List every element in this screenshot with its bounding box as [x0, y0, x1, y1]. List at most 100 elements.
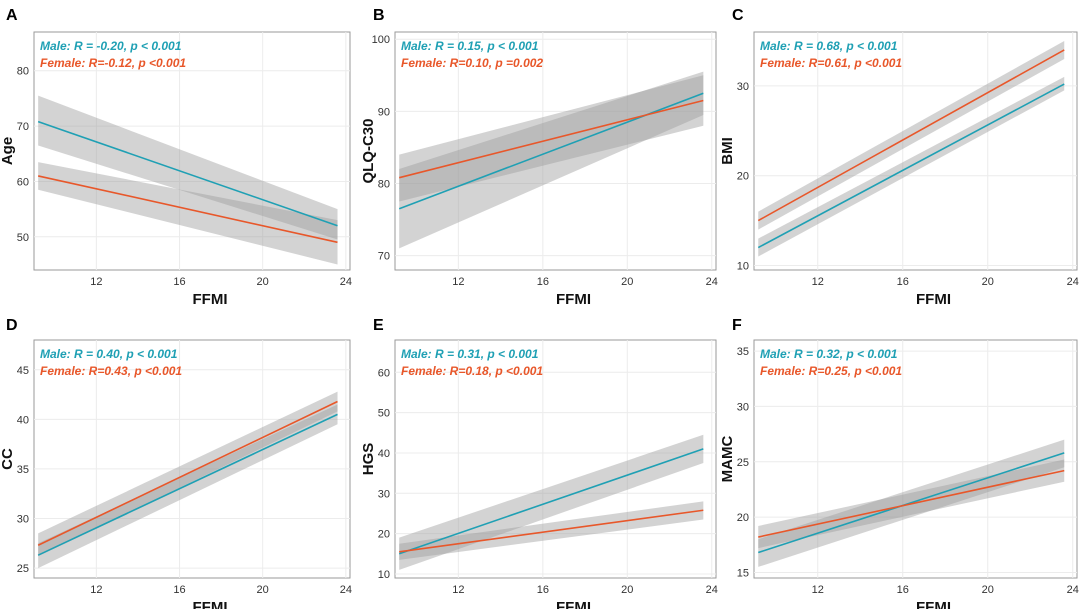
x-axis-title: FFMI: [193, 599, 228, 609]
y-tick-label: 35: [737, 346, 749, 358]
panel-e: 12 16 20 24 10 20 30 40 50 60 FFMI HGS E Male: R = 0.…: [360, 317, 718, 609]
male-stat-annotation: Male: R = 0.40, p < 0.001: [40, 347, 178, 361]
x-axis-title: FFMI: [916, 599, 951, 609]
male-stat-annotation: Male: R = -0.20, p < 0.001: [40, 39, 182, 53]
y-tick-label: 30: [737, 81, 749, 93]
male-stat-annotation: Male: R = 0.68, p < 0.001: [760, 39, 898, 53]
y-axis-title: MAMC: [719, 436, 736, 483]
female-stat-annotation: Female: R=0.43, p <0.001: [40, 364, 182, 378]
male-regression-line: [37, 413, 338, 556]
y-axis-title: BMI: [719, 137, 736, 165]
panel-a: 12 16 20 24 50 60 70 80 FFMI Age A Male: R = -0.20,…: [0, 7, 352, 308]
male-confidence-band: [399, 71, 704, 249]
female-confidence-band: [38, 162, 338, 265]
y-tick-label: 50: [378, 408, 390, 420]
female-regression-line: [399, 509, 704, 553]
y-tick-label: 90: [378, 106, 390, 118]
x-tick-label: 20: [257, 584, 269, 596]
x-tick-label: 12: [90, 276, 102, 288]
male-confidence-band: [38, 95, 338, 240]
y-tick-label: 60: [17, 176, 29, 188]
plot-area: [33, 31, 351, 271]
male-regression-line: [758, 452, 1065, 554]
x-axis-title: FFMI: [556, 291, 591, 308]
panel-b: 12 16 20 24 70 80 90 100 FFMI QLQ-C30 B Male: R = 0…: [360, 7, 718, 308]
panel-letter: D: [6, 317, 18, 334]
y-tick-label: 60: [378, 367, 390, 379]
panel-f: 12 16 20 24 15 20 25 30 35 FFMI MAMC F Male: R = 0.3…: [719, 317, 1079, 609]
x-tick-label: 16: [173, 276, 185, 288]
x-tick-label: 24: [340, 276, 352, 288]
male-regression-line: [37, 120, 338, 227]
x-tick-label: 24: [1067, 276, 1079, 288]
y-tick-label: 40: [17, 414, 29, 426]
x-axis-title: FFMI: [556, 599, 591, 609]
x-tick-label: 20: [257, 276, 269, 288]
female-stat-annotation: Female: R=0.25, p <0.001: [760, 364, 902, 378]
y-tick-label: 30: [17, 514, 29, 526]
plot-area: [753, 339, 1078, 579]
x-tick-label: 16: [537, 276, 549, 288]
y-tick-label: 20: [737, 171, 749, 183]
female-regression-line: [37, 175, 338, 244]
x-tick-label: 24: [1067, 584, 1079, 596]
male-stat-annotation: Male: R = 0.32, p < 0.001: [760, 347, 898, 361]
plot-area: [33, 339, 351, 579]
x-tick-label: 24: [706, 584, 718, 596]
x-tick-label: 20: [621, 276, 633, 288]
y-tick-label: 15: [737, 567, 749, 579]
x-tick-label: 20: [982, 584, 994, 596]
female-stat-annotation: Female: R=0.18, p <0.001: [401, 364, 543, 378]
panel-letter: A: [6, 7, 18, 24]
y-tick-label: 20: [378, 529, 390, 541]
y-tick-label: 30: [378, 488, 390, 500]
x-axis-title: FFMI: [916, 291, 951, 308]
panel-d: 12 16 20 24 25 30 35 40 45 FFMI CC D Male: R = 0.40,…: [0, 317, 352, 609]
x-tick-label: 12: [452, 276, 464, 288]
x-tick-label: 12: [812, 584, 824, 596]
y-tick-label: 80: [17, 66, 29, 78]
x-tick-label: 20: [621, 584, 633, 596]
x-tick-label: 24: [340, 584, 352, 596]
y-tick-label: 10: [737, 261, 749, 273]
y-axis-title: Age: [0, 137, 16, 165]
x-tick-label: 24: [706, 276, 718, 288]
panel-c: 12 16 20 24 10 20 30 FFMI BMI C Male: R = 0.68, p …: [719, 7, 1079, 308]
x-tick-label: 16: [173, 584, 185, 596]
x-tick-label: 16: [897, 276, 909, 288]
panel-letter: F: [732, 317, 742, 334]
y-tick-label: 70: [17, 121, 29, 133]
y-tick-label: 10: [378, 569, 390, 581]
panel-letter: E: [373, 317, 384, 334]
x-axis-title: FFMI: [193, 291, 228, 308]
y-tick-label: 50: [17, 232, 29, 244]
female-regression-line: [758, 469, 1065, 538]
panel-letter: B: [373, 7, 385, 24]
male-stat-annotation: Male: R = 0.15, p < 0.001: [401, 39, 539, 53]
female-regression-line: [399, 99, 704, 179]
male-stat-annotation: Male: R = 0.31, p < 0.001: [401, 347, 539, 361]
female-regression-line: [37, 400, 338, 546]
y-axis-title: CC: [0, 448, 16, 470]
male-confidence-band: [399, 434, 704, 570]
y-tick-label: 45: [17, 365, 29, 377]
x-tick-label: 12: [812, 276, 824, 288]
y-tick-label: 100: [372, 34, 390, 46]
y-tick-label: 70: [378, 251, 390, 263]
y-tick-label: 80: [378, 178, 390, 190]
y-axis-title: HGS: [360, 443, 377, 476]
x-tick-label: 12: [90, 584, 102, 596]
x-tick-label: 16: [897, 584, 909, 596]
panel-letter: C: [732, 7, 744, 24]
plot-area: [394, 31, 717, 271]
y-tick-label: 25: [737, 457, 749, 469]
x-tick-label: 16: [537, 584, 549, 596]
y-axis-title: QLQ-C30: [360, 118, 377, 183]
x-tick-label: 20: [982, 276, 994, 288]
plot-area: [753, 31, 1078, 271]
y-tick-label: 40: [378, 448, 390, 460]
male-confidence-band: [38, 404, 338, 569]
y-tick-label: 35: [17, 464, 29, 476]
y-tick-label: 20: [737, 512, 749, 524]
